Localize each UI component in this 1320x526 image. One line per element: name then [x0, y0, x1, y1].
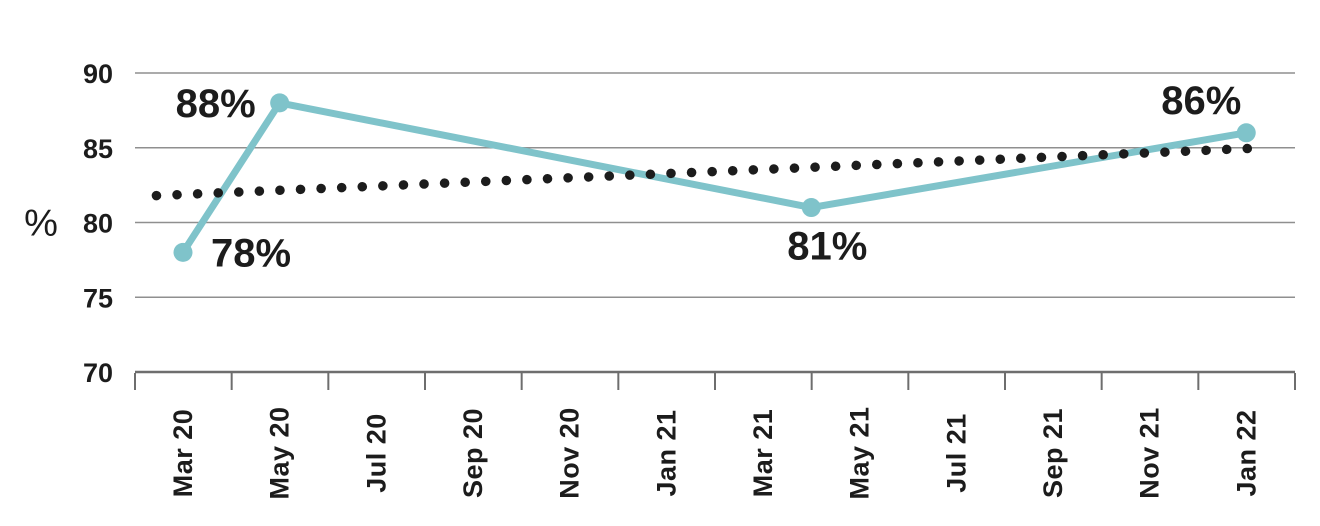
x-tick-label: May 21: [845, 406, 875, 499]
data-point: [270, 93, 290, 113]
y-tick-label: 90: [83, 59, 113, 89]
x-tick-label: Jan 21: [651, 409, 681, 496]
y-tick-label: 80: [83, 209, 113, 239]
y-tick-label: 75: [83, 283, 113, 313]
x-tick-label: Sep 21: [1038, 408, 1068, 498]
data-point-label: 86%: [1161, 79, 1241, 123]
y-tick-label: 70: [83, 358, 113, 388]
x-tick-label: Jan 22: [1231, 409, 1261, 496]
data-point-label: 81%: [787, 225, 867, 269]
x-tick-label: Nov 20: [555, 407, 585, 499]
x-tick-label: Sep 20: [458, 408, 488, 498]
x-tick-label: Nov 21: [1135, 407, 1165, 499]
data-point-label: 88%: [176, 82, 256, 126]
y-axis-title: %: [24, 203, 58, 245]
x-tick-label: Jul 20: [361, 413, 391, 493]
data-point: [173, 242, 193, 262]
x-tick-label: Jul 21: [941, 413, 971, 493]
data-point: [1236, 123, 1256, 143]
measured-line: [179, 99, 1250, 256]
y-tick-label: 85: [83, 134, 113, 164]
data-point: [801, 198, 821, 218]
trend-dotted-line: [151, 143, 1271, 201]
x-tick-label: May 20: [265, 406, 295, 499]
data-point-label: 78%: [211, 231, 291, 275]
x-tick-label: Mar 21: [748, 409, 778, 498]
x-tick-label: Mar 20: [168, 409, 198, 498]
